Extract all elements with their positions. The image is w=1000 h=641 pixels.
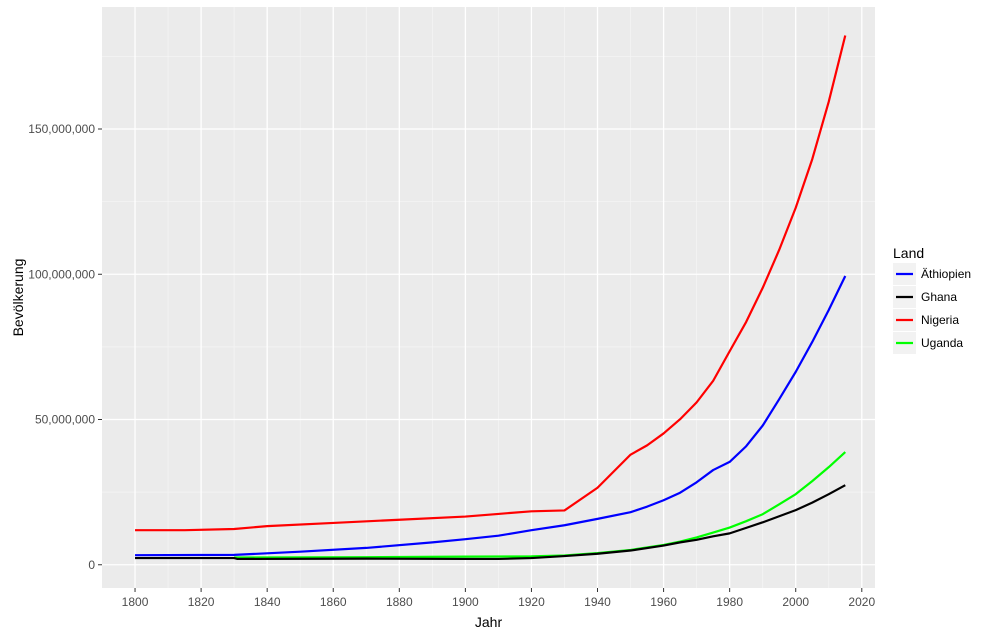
- series-line-uganda: [234, 451, 847, 559]
- plot-panel: [102, 7, 875, 588]
- legend-label: Uganda: [921, 336, 963, 350]
- data-series: [135, 35, 847, 561]
- x-tick-label: 1960: [650, 595, 677, 609]
- x-tick-label: 1840: [254, 595, 281, 609]
- x-tick-label: 1880: [386, 595, 413, 609]
- x-tick-label: 2020: [848, 595, 875, 609]
- series-line-ghana: [135, 484, 846, 561]
- x-tick-label: 1820: [188, 595, 215, 609]
- x-axis-title: Jahr: [475, 614, 503, 630]
- axes: 1800 1820 1840 1860 1880 1900 1920 1940 1960 1980…: [28, 122, 875, 609]
- x-tick-label: 1800: [122, 595, 149, 609]
- y-axis-title: Bevölkerung: [10, 259, 26, 337]
- legend-label: Ghana: [921, 290, 957, 304]
- legend: Land Äthiopien Ghana Nigeria Uganda: [893, 245, 971, 354]
- legend-label: Äthiopien: [921, 267, 971, 281]
- legend-label: Nigeria: [921, 313, 959, 327]
- series-line--thiopien: [135, 275, 847, 557]
- y-tick-label: 0: [88, 558, 95, 572]
- x-tick-label: 1920: [518, 595, 545, 609]
- y-tick-label: 50,000,000: [35, 413, 95, 427]
- grid-lines: [102, 7, 875, 588]
- y-tick-label: 100,000,000: [28, 267, 95, 281]
- x-tick-label: 1860: [320, 595, 347, 609]
- y-tick-label: 150,000,000: [28, 122, 95, 136]
- legend-title: Land: [893, 245, 924, 261]
- x-tick-label: 2000: [782, 595, 809, 609]
- x-tick-label: 1940: [584, 595, 611, 609]
- x-tick-label: 1900: [452, 595, 479, 609]
- series-line-nigeria: [135, 35, 847, 532]
- legend-items: Äthiopien Ghana Nigeria Uganda: [893, 263, 971, 354]
- x-tick-label: 1980: [716, 595, 743, 609]
